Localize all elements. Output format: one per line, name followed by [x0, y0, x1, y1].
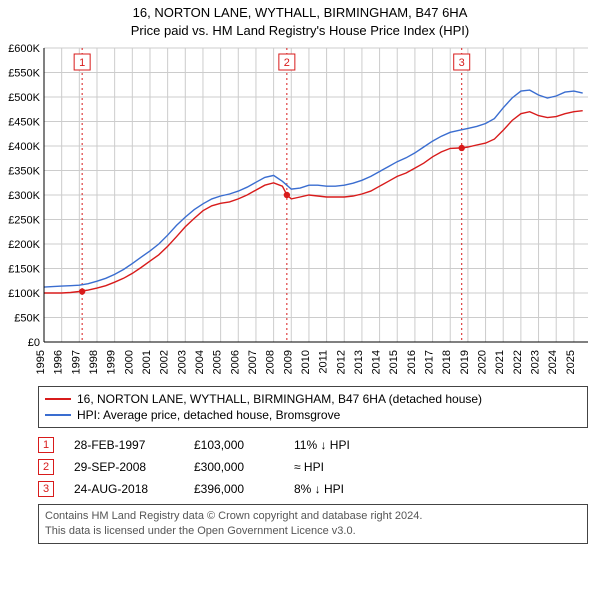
legend-label: HPI: Average price, detached house, Brom…	[77, 408, 340, 422]
marker-row: 3 24-AUG-2018 £396,000 8% ↓ HPI	[38, 478, 588, 500]
svg-text:2021: 2021	[494, 350, 506, 374]
attribution: Contains HM Land Registry data © Crown c…	[38, 504, 588, 544]
svg-text:£300K: £300K	[8, 190, 40, 202]
svg-text:2011: 2011	[318, 350, 330, 374]
svg-text:1: 1	[79, 57, 85, 69]
svg-text:1999: 1999	[106, 350, 118, 374]
legend-row: HPI: Average price, detached house, Brom…	[45, 407, 581, 423]
svg-text:£400K: £400K	[8, 141, 40, 153]
marker-number: 2	[38, 459, 54, 475]
title-address: 16, NORTON LANE, WYTHALL, BIRMINGHAM, B4…	[0, 4, 600, 22]
svg-text:2008: 2008	[265, 350, 277, 374]
marker-row: 1 28-FEB-1997 £103,000 11% ↓ HPI	[38, 434, 588, 456]
markers-table: 1 28-FEB-1997 £103,000 11% ↓ HPI 2 29-SEP-200…	[38, 434, 588, 500]
svg-text:2: 2	[284, 57, 290, 69]
svg-text:2019: 2019	[459, 350, 471, 374]
svg-text:£350K: £350K	[8, 166, 40, 178]
svg-text:£450K: £450K	[8, 117, 40, 129]
title-block: 16, NORTON LANE, WYTHALL, BIRMINGHAM, B4…	[0, 0, 600, 42]
svg-text:£50K: £50K	[14, 313, 40, 325]
svg-text:1996: 1996	[53, 350, 65, 374]
svg-text:2016: 2016	[406, 350, 418, 374]
svg-text:3: 3	[459, 57, 465, 69]
svg-text:2018: 2018	[441, 350, 453, 374]
svg-text:£550K: £550K	[8, 68, 40, 80]
svg-text:£150K: £150K	[8, 264, 40, 276]
marker-delta: ≈ HPI	[294, 460, 384, 474]
price-chart: 1 2 3 £0 £50K £100K £150K £200K £250K £300K £350K £…	[0, 42, 600, 382]
svg-text:2022: 2022	[512, 350, 524, 374]
marker-price: £300,000	[194, 460, 274, 474]
marker-number: 1	[38, 437, 54, 453]
svg-text:2010: 2010	[300, 350, 312, 374]
svg-text:2013: 2013	[353, 350, 365, 374]
marker-delta: 11% ↓ HPI	[294, 438, 384, 452]
legend-label: 16, NORTON LANE, WYTHALL, BIRMINGHAM, B4…	[77, 392, 482, 406]
svg-text:1995: 1995	[35, 350, 47, 374]
svg-text:2002: 2002	[159, 350, 171, 374]
svg-text:2023: 2023	[530, 350, 542, 374]
svg-text:£0: £0	[28, 337, 40, 349]
svg-text:2004: 2004	[194, 350, 206, 374]
svg-text:£600K: £600K	[8, 43, 40, 55]
svg-text:2003: 2003	[176, 350, 188, 374]
svg-text:£200K: £200K	[8, 239, 40, 251]
svg-text:2024: 2024	[547, 350, 559, 374]
attribution-line1: Contains HM Land Registry data © Crown c…	[45, 509, 581, 524]
svg-text:2012: 2012	[335, 350, 347, 374]
legend: 16, NORTON LANE, WYTHALL, BIRMINGHAM, B4…	[38, 386, 588, 428]
svg-text:2014: 2014	[371, 350, 383, 374]
svg-text:1997: 1997	[70, 350, 82, 374]
svg-text:2017: 2017	[424, 350, 436, 374]
legend-row: 16, NORTON LANE, WYTHALL, BIRMINGHAM, B4…	[45, 391, 581, 407]
svg-text:£500K: £500K	[8, 92, 40, 104]
marker-delta: 8% ↓ HPI	[294, 482, 384, 496]
marker-price: £396,000	[194, 482, 274, 496]
svg-text:2007: 2007	[247, 350, 259, 374]
attribution-line2: This data is licensed under the Open Gov…	[45, 524, 581, 539]
marker-price: £103,000	[194, 438, 274, 452]
svg-text:2005: 2005	[212, 350, 224, 374]
svg-text:1998: 1998	[88, 350, 100, 374]
svg-text:2025: 2025	[565, 350, 577, 374]
marker-row: 2 29-SEP-2008 £300,000 ≈ HPI	[38, 456, 588, 478]
svg-text:2020: 2020	[477, 350, 489, 374]
svg-text:2015: 2015	[388, 350, 400, 374]
marker-date: 28-FEB-1997	[74, 438, 174, 452]
svg-text:£100K: £100K	[8, 288, 40, 300]
svg-text:2009: 2009	[282, 350, 294, 374]
legend-swatch	[45, 398, 71, 400]
title-subtitle: Price paid vs. HM Land Registry's House …	[0, 22, 600, 40]
chart-container: 16, NORTON LANE, WYTHALL, BIRMINGHAM, B4…	[0, 0, 600, 544]
legend-swatch	[45, 414, 71, 416]
svg-text:£250K: £250K	[8, 215, 40, 227]
svg-text:2001: 2001	[141, 350, 153, 374]
marker-date: 24-AUG-2018	[74, 482, 174, 496]
svg-text:2000: 2000	[123, 350, 135, 374]
svg-text:2006: 2006	[229, 350, 241, 374]
marker-number: 3	[38, 481, 54, 497]
marker-date: 29-SEP-2008	[74, 460, 174, 474]
